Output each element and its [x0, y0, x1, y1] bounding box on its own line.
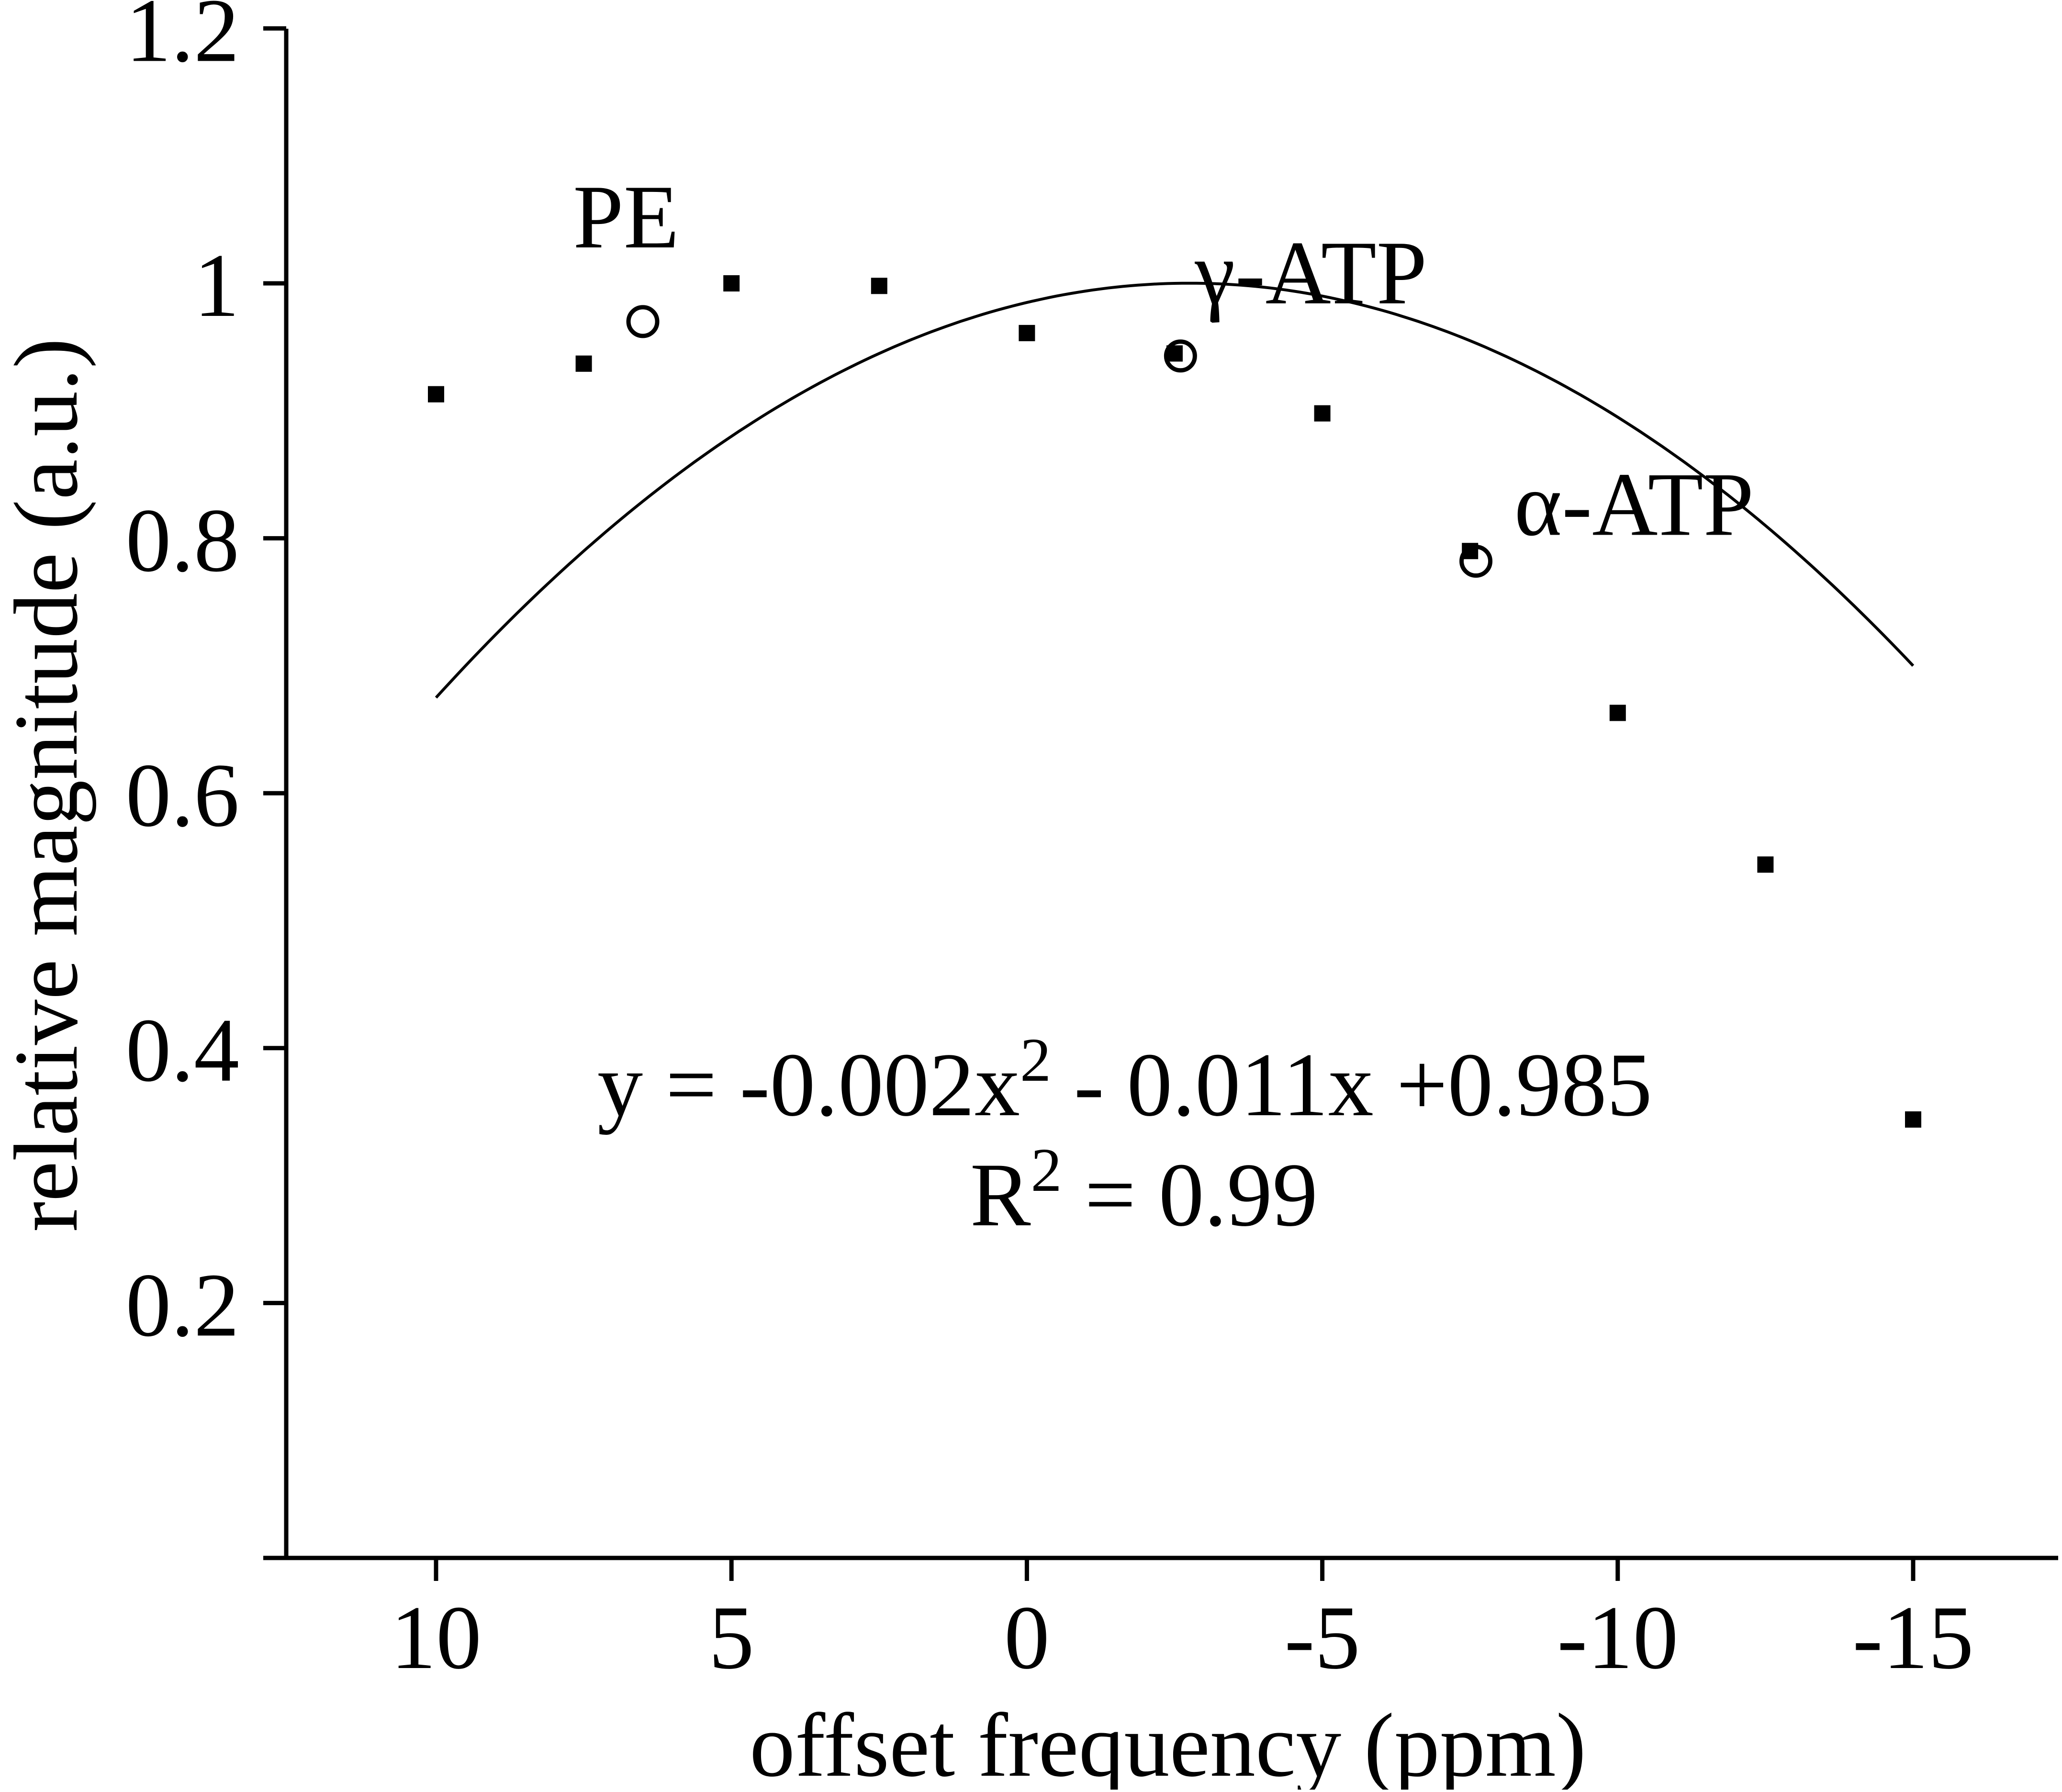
point-annotation: γ-ATP — [1194, 223, 1427, 324]
data-point-square — [1609, 705, 1626, 721]
y-tick-label: 0.6 — [126, 745, 240, 846]
x-tick-label: -10 — [1557, 1588, 1678, 1688]
data-point-square — [1019, 325, 1035, 341]
fit-equation-rest: - 0.011x +0.985 — [1051, 1035, 1652, 1135]
r-squared: R2 = 0.99 — [970, 1136, 1318, 1245]
point-annotation: PE — [573, 167, 679, 268]
x-tick-label: -5 — [1284, 1588, 1360, 1688]
data-point-square — [575, 355, 592, 372]
y-tick-label: 0.8 — [126, 491, 240, 591]
fit-equation-main: y = -0.002x — [597, 1035, 1020, 1135]
y-tick-label: 0.2 — [126, 1255, 240, 1355]
fit-equation-sup: 2 — [1020, 1026, 1051, 1095]
axes: 0.2 0.4 0.6 0.8 1 1.2 10 5 0 -5 -10 -15 — [126, 0, 2058, 1688]
data-point-square — [723, 275, 740, 291]
y-tick-label: 0.4 — [126, 1000, 240, 1101]
fit-curve — [435, 281, 1915, 699]
data-point-circle — [1459, 545, 1493, 578]
data-point-square — [1314, 405, 1331, 422]
y-tick-label: 1.2 — [126, 0, 240, 81]
y-axis-label: relative magnitude (a.u.) — [0, 338, 97, 1232]
r-squared-main: R — [970, 1145, 1031, 1245]
r-squared-rest: = 0.99 — [1062, 1145, 1318, 1245]
data-point-square — [428, 386, 444, 403]
x-tick-label: -15 — [1852, 1588, 1973, 1688]
point-annotation: α-ATP — [1514, 455, 1754, 555]
data-point-square — [1905, 1111, 1921, 1128]
r-squared-sup: 2 — [1031, 1136, 1062, 1205]
annotations: offset frequency (ppm) relative magnitud… — [0, 167, 1754, 1792]
x-tick-label: 10 — [391, 1588, 482, 1688]
x-tick-label: 0 — [1004, 1588, 1050, 1688]
data-points — [428, 275, 1921, 1128]
data-point-square — [1757, 856, 1774, 873]
data-point-circle — [626, 305, 660, 338]
data-point-circle — [1164, 339, 1197, 373]
data-point-square — [871, 278, 887, 294]
y-tick-label: 1 — [194, 235, 239, 336]
fit-equation: y = -0.002x2 - 0.011x +0.985 — [597, 1026, 1652, 1135]
x-axis-label: offset frequency (ppm) — [750, 1695, 1586, 1790]
x-tick-label: 5 — [709, 1588, 754, 1688]
fit-curve-layer — [435, 281, 1915, 699]
